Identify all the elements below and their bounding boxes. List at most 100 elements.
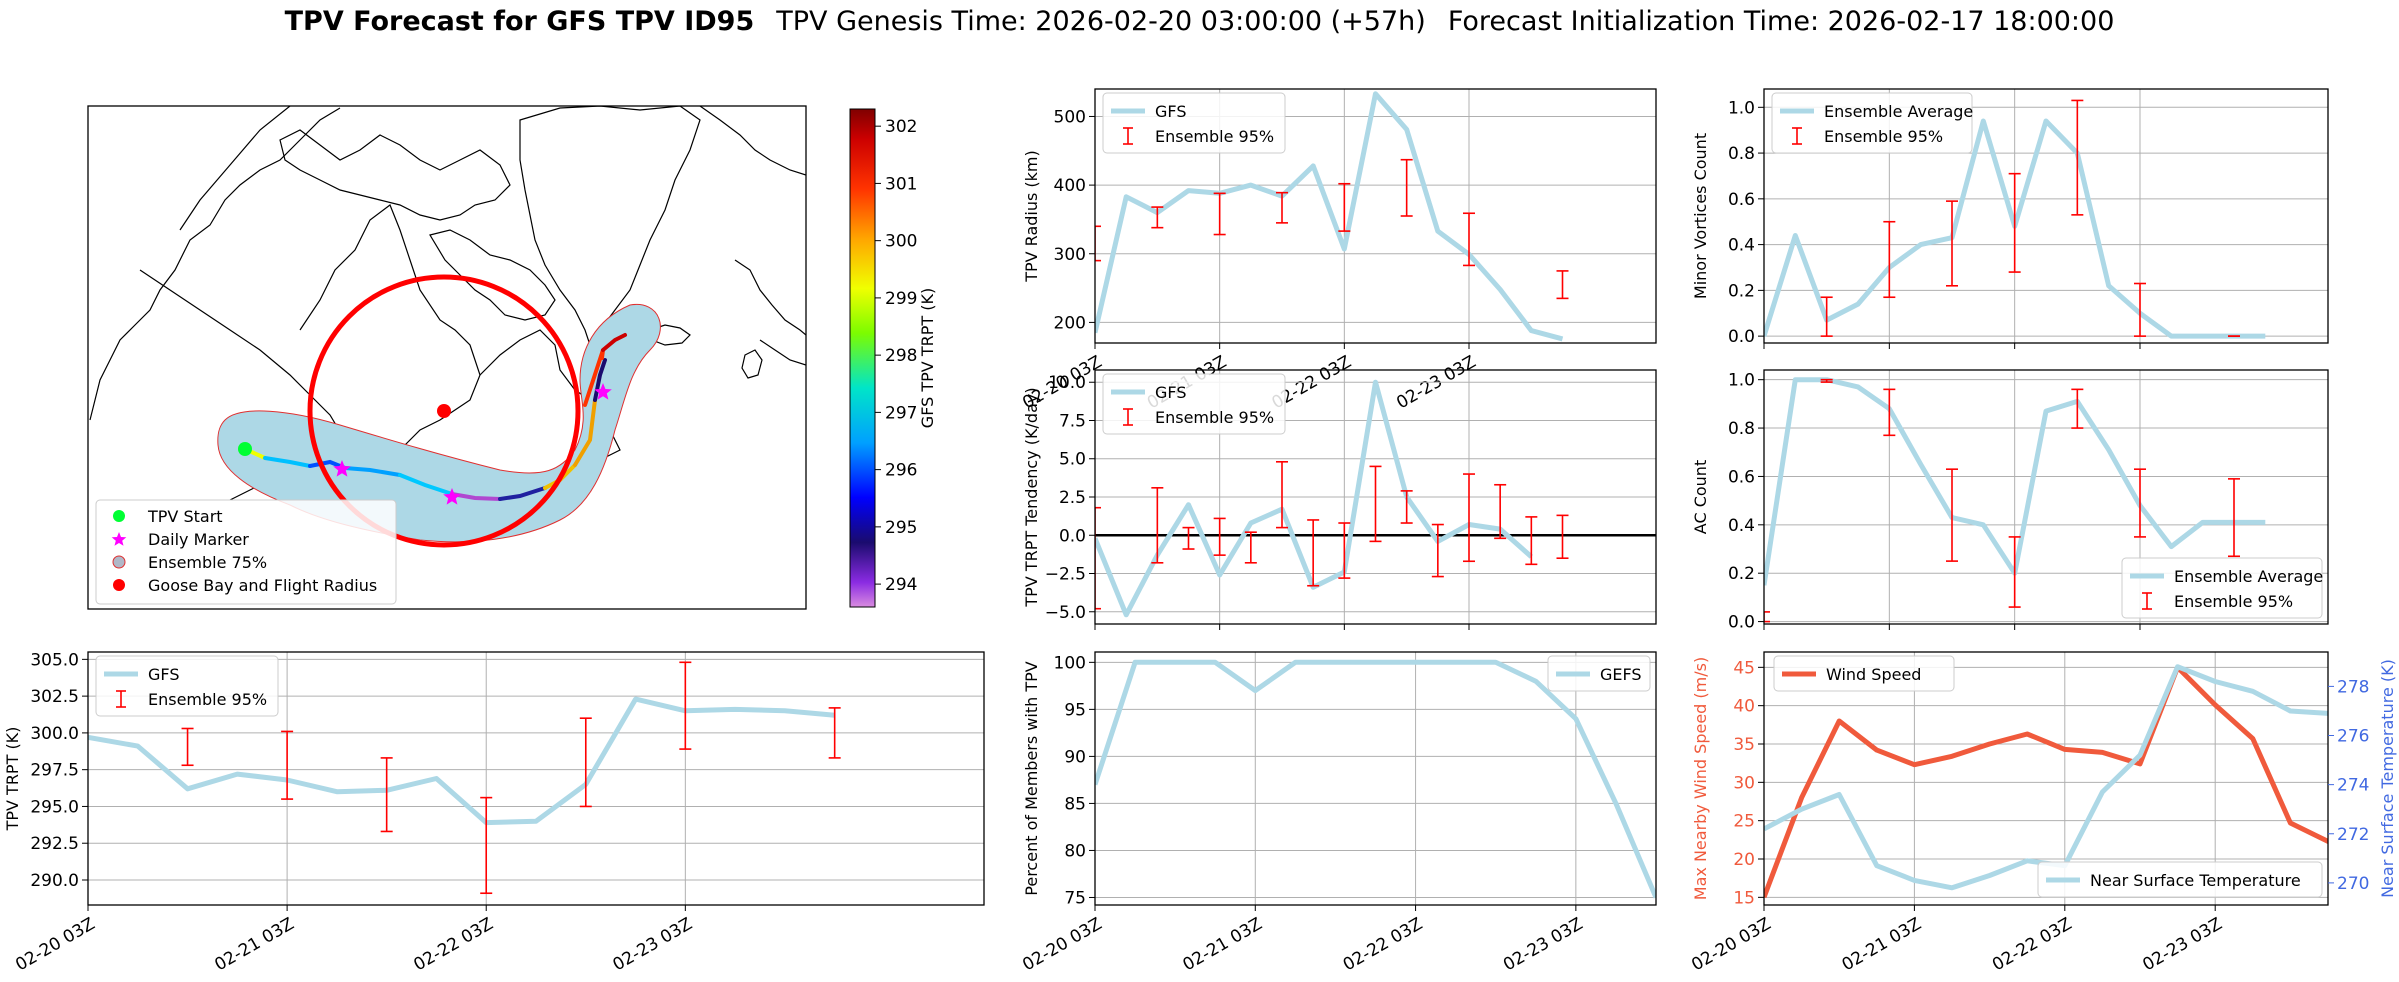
magenta-star-icon [111,532,127,546]
chart-legend: Wind Speed [1773,655,1955,692]
y-tick-label: 0.6 [1728,467,1755,487]
chart-legend: Ensemble Average Ensemble 95% [2121,557,2323,619]
legend-frame [1771,92,1973,154]
figure-title-genesis: TPV Genesis Time: 2026-02-20 03:00:00 (+… [776,6,1426,37]
y-tick-label: 25 [1733,812,1755,832]
y-tick-label: 75 [1064,888,1086,908]
legend-label: GEFS [1600,665,1642,684]
colorbar-label: GFS TPV TRPT (K) [918,288,937,428]
legend-frame [1102,373,1286,435]
colorbar-tick-label: 298 [885,346,917,366]
y-tick-label: 300.0 [30,724,79,744]
y-tick-label: 40 [1733,697,1755,717]
y-tick-label: 0.4 [1728,236,1755,256]
y-tick-label: 20 [1733,850,1755,870]
coastline-europe [699,106,806,366]
y-tick-label: 80 [1064,841,1086,861]
y-tick-label: 290.0 [30,871,79,891]
y-tick-label: 0.2 [1728,564,1755,584]
y-axis-label: TPV TRPT (K) [3,727,22,832]
legend-label: GFS [1155,383,1186,402]
y-tick-label: 85 [1064,794,1086,814]
map-legend: TPV Start Daily Marker Ensemble 75% Goos… [95,499,397,605]
coastline-greenland [519,106,701,347]
lightblue-patch-icon [112,555,126,569]
legend-label: Ensemble 95% [2174,592,2293,611]
y-tick-label: 2.5 [1059,488,1086,508]
coastline-baffin [429,229,556,321]
y-tick-label: 0.0 [1059,526,1086,546]
plot-frame [1763,369,2329,625]
x-tick-label: 02-22 03Z [1989,914,2075,975]
colorbar-tick-label: 296 [885,461,917,481]
y-tick-label: 10.0 [1048,373,1086,393]
y-tick-label: 0.6 [1728,190,1755,210]
flight-radius-circle [307,274,581,548]
y-tick-label: 0.4 [1728,516,1755,536]
colorbar-tick-label: 294 [885,575,917,595]
series-line [1095,379,1533,618]
chart-trpt: 290.0 292.5 295.0 297.5 300.0 302.5 305.0 02-20… [3,650,985,975]
chart-ac: 0.0 0.2 0.4 0.6 0.8 1.0 AC Count Ensemble Avera… [1691,369,2329,633]
map-legend-label: Goose Bay and Flight Radius [148,576,377,595]
y-tick-label: −2.5 [1045,565,1086,585]
y-tick-label: 302.5 [30,687,79,707]
colorbar-tick-label: 297 [885,403,917,423]
legend-frame [95,655,279,717]
y-tick-label-right: 278 [2337,677,2369,697]
chart-legend: GFS Ensemble 95% [1102,373,1286,435]
y-tick-label-right: 272 [2337,825,2369,845]
legend-frame [2037,861,2323,898]
goose-bay-marker [437,404,451,418]
y-tick-label: 90 [1064,747,1086,767]
plot-frame [1094,369,1657,625]
series-line [88,696,835,826]
plot-area [1095,91,1569,342]
series-line [1095,659,1656,899]
chart-wind: 15 20 25 30 35 40 45 02-20 03Z 02-21 03Z 02-22 03… [1688,651,2397,975]
legend-label: Near Surface Temperature [2090,871,2301,890]
map-colorbar: 294 295 296 297 298 299 300 301 302 GFS TPV TRPT… [849,108,937,608]
figure-title: TPV Forecast for GFS TPV ID95 TPV Genesis… [0,6,2399,37]
x-tick-label: 02-21 03Z [1179,914,1265,975]
legend-label: Ensemble 95% [1824,127,1943,146]
series-line [1764,664,2328,899]
y-tick-label: 100 [1054,653,1086,673]
y-axis-label-right: Near Surface Temperature (K) [2378,659,2397,898]
x-tick-label: 02-21 03Z [211,914,297,975]
plot-frame [1763,88,2329,344]
daily-markers [333,383,612,505]
legend-label: Wind Speed [1826,665,1921,684]
x-tick-label: 02-23 03Z [2139,914,2225,975]
y-axis-label: Minor Vortices Count [1691,133,1710,299]
daily-marker-star [594,383,612,400]
legend-label: GFS [148,665,179,684]
x-tick-label: 02-22 03Z [410,914,496,975]
y-tick-label: 5.0 [1059,450,1086,470]
plot-area [88,661,841,895]
y-tick-label: 305.0 [30,650,79,670]
y-axis-label: TPV TRPT Tendency (K/day) [1022,387,1041,607]
x-tick-label: 02-20 03Z [1688,914,1774,975]
colorbar-tick-label: 302 [885,117,917,137]
chart-minor: 0.0 0.2 0.4 0.6 0.8 1.0 Minor Vortices Count En… [1691,88,2329,349]
plot-frame [87,651,985,906]
series-line [1095,91,1564,342]
green-dot-icon [113,510,125,522]
plot-area [1764,377,2266,623]
chart-legend: Ensemble Average Ensemble 95% [1771,92,1973,154]
y-tick-label: 0.8 [1728,419,1755,439]
y-tick-label-right: 276 [2337,727,2369,747]
y-tick-label: 0.0 [1728,613,1755,633]
y-tick-label: 95 [1064,700,1086,720]
colorbar-ticks: 294 295 296 297 298 299 300 301 302 [875,117,917,595]
colorbar-tick-label: 295 [885,518,917,538]
y-tick-label: 1.0 [1728,98,1755,118]
x-tick-label: 02-20 03Z [1019,914,1105,975]
plot-area [1095,379,1656,618]
legend-frame [1773,655,1955,692]
y-axis-label: TPV Radius (km) [1022,150,1041,283]
x-tick-label: 02-20 03Z [12,914,98,975]
y-tick-label: 200 [1054,313,1086,333]
plot-area [1764,99,2266,339]
